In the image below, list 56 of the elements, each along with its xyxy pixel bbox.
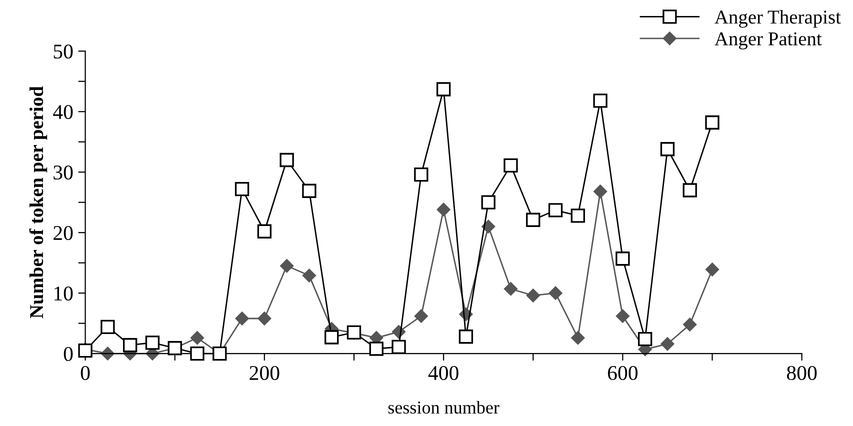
point [705,115,720,130]
point [616,252,630,266]
y-tick-label: 30 [54,165,73,180]
point [706,262,719,276]
point [436,82,451,96]
point [369,342,384,356]
point [548,286,562,300]
y-tick-label: 50 [54,44,73,59]
point [235,312,249,326]
point [482,220,496,234]
x-tick-label: 0 [80,366,90,380]
y-axis-title: Number of token per period [29,86,48,318]
point [683,318,697,332]
point [504,282,518,296]
point [616,309,630,323]
point [100,320,115,334]
y-tick-label: 10 [54,286,73,301]
point [123,338,138,352]
point [526,288,540,302]
x-tick-label: 200 [250,366,280,380]
point [436,202,450,216]
point [660,337,674,351]
x-tick-label: 400 [428,366,458,380]
y-tick-label: 0 [64,346,73,362]
point [638,332,652,346]
x-tick-label: 800 [786,366,817,380]
point [234,182,250,196]
legend-label: Anger Therapist [714,10,841,28]
x-tick-label: 600 [608,366,638,380]
point [571,331,585,345]
point [593,94,608,108]
point [682,183,697,198]
point [280,259,294,273]
point [504,158,518,173]
point [302,268,316,282]
x-axis-title: session number [388,400,500,414]
point [458,330,474,344]
point [594,184,608,198]
point [548,203,563,218]
point [526,212,540,227]
point [280,152,294,168]
point [414,167,428,182]
y-tick-label: 40 [53,104,73,120]
point [257,224,272,238]
point [190,346,204,361]
point [302,184,316,198]
point [145,336,160,350]
point [414,309,428,323]
legend-label: Anger Patient [714,32,822,50]
point [258,312,272,326]
point [660,142,675,156]
point [570,208,585,223]
point [324,330,339,344]
y-tick-label: 20 [54,226,73,240]
point [481,195,496,210]
point [190,331,204,345]
